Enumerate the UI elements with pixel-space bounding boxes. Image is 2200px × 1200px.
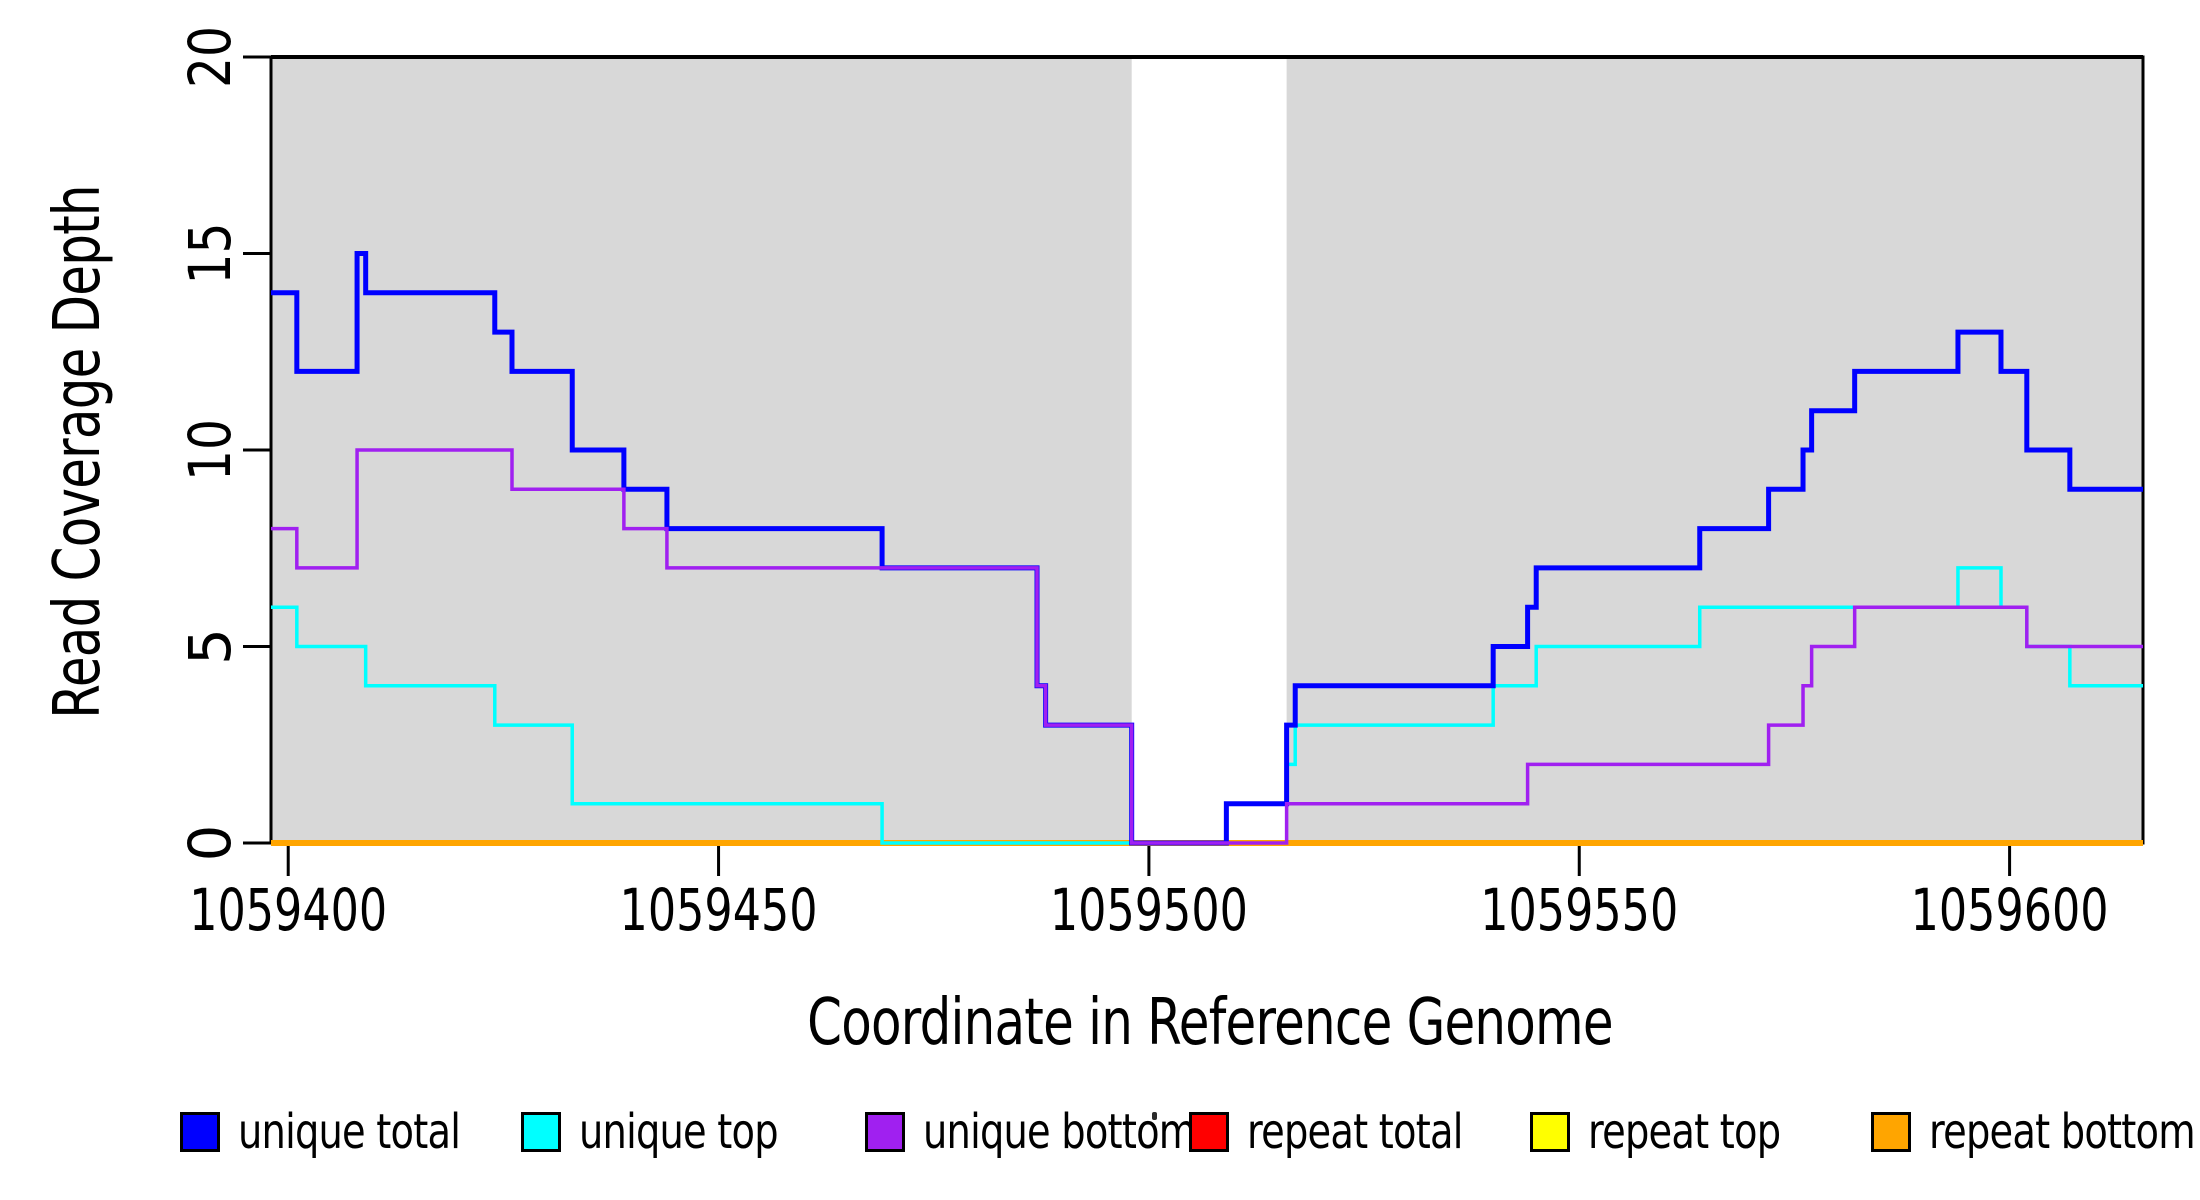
legend: unique total unique top unique bottom re… xyxy=(0,1108,2200,1160)
series-unique-top xyxy=(271,566,2143,845)
series-unique-bottom xyxy=(271,448,2143,845)
x-tick-label: 1059450 xyxy=(620,876,818,944)
legend-label: unique total xyxy=(238,1104,461,1160)
legend-item-repeat-top: repeat top xyxy=(1530,1108,1828,1156)
y-axis-title: Read Coverage Depth xyxy=(41,185,115,719)
legend-label: unique top xyxy=(579,1104,779,1160)
repeat-total-swatch-icon xyxy=(1189,1112,1229,1152)
repeat-top-swatch-icon xyxy=(1530,1112,1570,1152)
series-unique-total xyxy=(271,251,2143,846)
legend-label: repeat total xyxy=(1247,1104,1463,1160)
legend-item-unique-top: unique top xyxy=(521,1108,828,1156)
y-tick-label: 20 xyxy=(176,26,244,88)
legend-item-unique-total: unique total xyxy=(180,1108,516,1156)
unique-bottom-swatch-icon xyxy=(865,1112,905,1152)
unique-top-swatch-icon xyxy=(521,1112,561,1152)
x-tick-label: 1059400 xyxy=(189,876,387,944)
x-tick-label: 1059600 xyxy=(1911,876,2109,944)
legend-item-unique-bottom: unique bottom xyxy=(865,1108,1263,1156)
x-axis-title: Coordinate in Reference Genome xyxy=(807,986,1613,1060)
y-tick-label: 10 xyxy=(176,419,244,481)
y-tick-label: 0 xyxy=(176,825,244,862)
y-tick-label: 15 xyxy=(176,223,244,285)
x-tick-label: 1059500 xyxy=(1050,876,1248,944)
legend-item-repeat-total: repeat total xyxy=(1189,1108,1516,1156)
x-tick-label: 1059550 xyxy=(1480,876,1678,944)
legend-item-repeat-bottom: repeat bottom xyxy=(1871,1108,2200,1156)
stray-mark xyxy=(1152,1112,1157,1120)
y-tick-label: 5 xyxy=(176,628,244,665)
legend-label: unique bottom xyxy=(923,1104,1196,1160)
unique-total-swatch-icon xyxy=(180,1112,220,1152)
repeat-bottom-swatch-icon xyxy=(1871,1112,1911,1152)
shaded-region xyxy=(1286,58,2143,843)
legend-label: repeat top xyxy=(1588,1104,1781,1160)
legend-label: repeat bottom xyxy=(1929,1104,2196,1160)
